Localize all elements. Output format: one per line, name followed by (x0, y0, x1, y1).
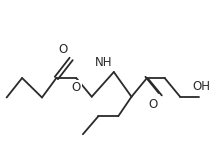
Text: O: O (58, 43, 68, 56)
Text: OH: OH (192, 80, 210, 93)
Text: O: O (72, 81, 81, 94)
Text: NH: NH (94, 56, 112, 69)
Text: O: O (148, 98, 158, 111)
